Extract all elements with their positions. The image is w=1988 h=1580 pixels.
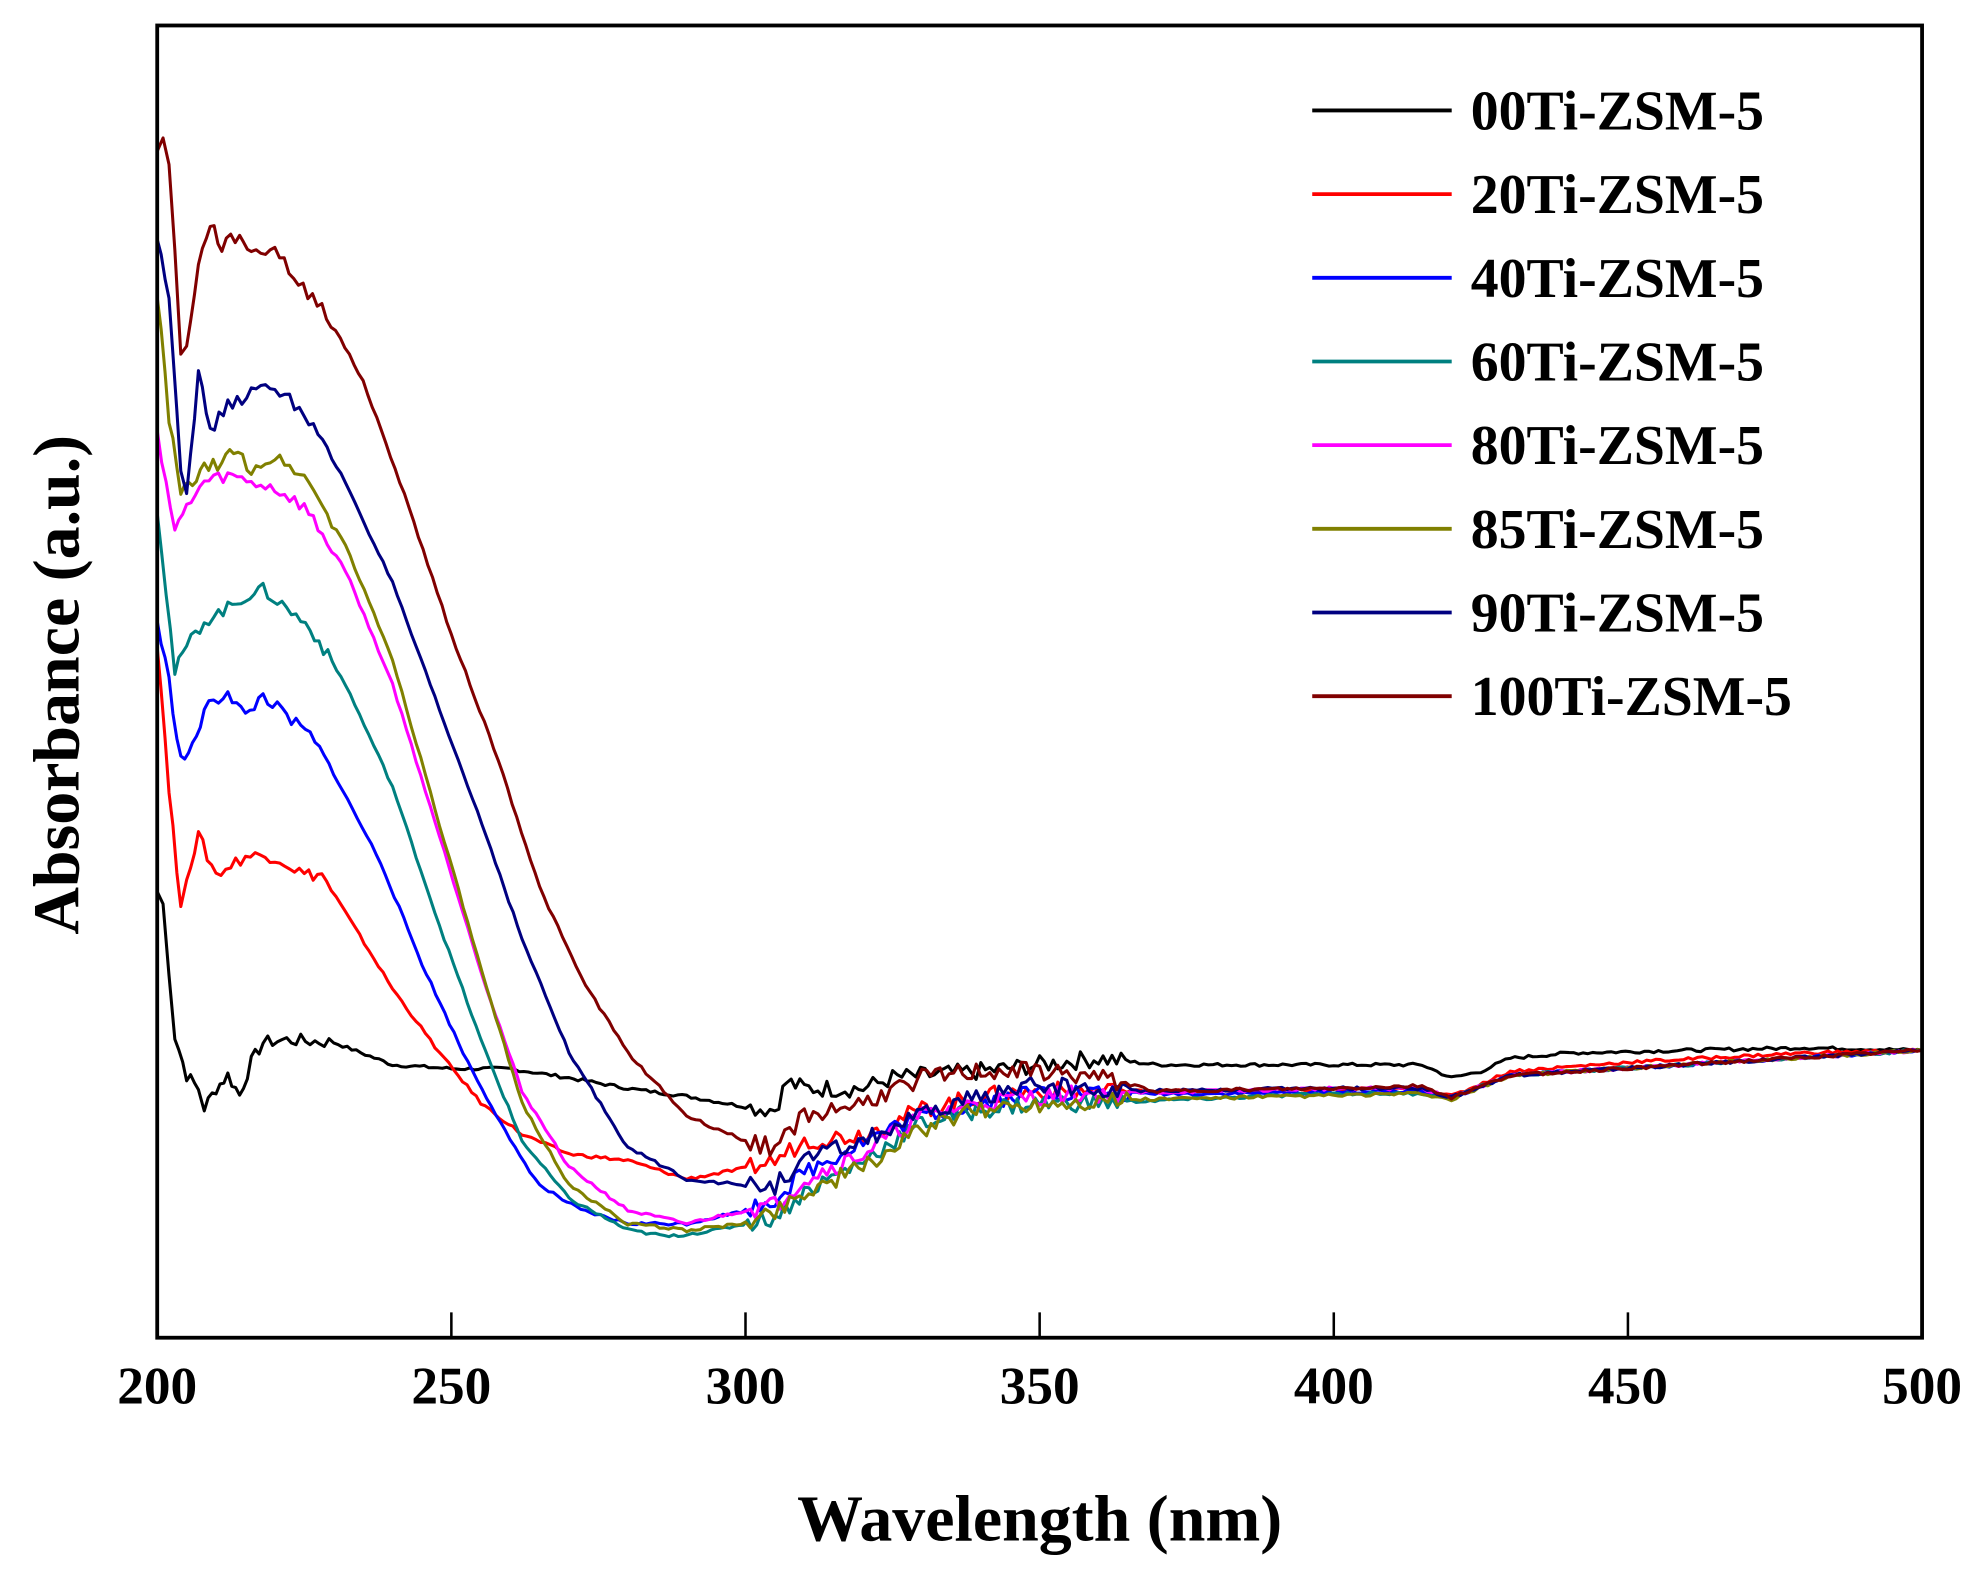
x-tick-label: 350 xyxy=(1000,1357,1080,1416)
legend-label: 100Ti-ZSM-5 xyxy=(1471,666,1792,728)
legend-label: 00Ti-ZSM-5 xyxy=(1471,80,1764,142)
x-tick-label: 500 xyxy=(1882,1357,1962,1416)
x-tick-label: 450 xyxy=(1588,1357,1668,1416)
x-tick-label: 200 xyxy=(117,1357,197,1416)
legend: 00Ti-ZSM-5 20Ti-ZSM-5 40Ti-ZSM-5 60Ti-ZSM-5… xyxy=(1312,80,1792,728)
x-tick-label: 250 xyxy=(411,1357,491,1416)
legend-item: 100Ti-ZSM-5 xyxy=(1312,666,1792,728)
legend-label: 40Ti-ZSM-5 xyxy=(1471,248,1764,310)
legend-item: 60Ti-ZSM-5 xyxy=(1312,331,1764,393)
series-layer xyxy=(155,136,1923,1239)
legend-label: 60Ti-ZSM-5 xyxy=(1471,331,1764,393)
legend-label: 20Ti-ZSM-5 xyxy=(1471,164,1764,226)
y-axis-label: Absorbance (a.u.) xyxy=(21,435,94,935)
legend-item: 80Ti-ZSM-5 xyxy=(1312,415,1764,477)
legend-label: 85Ti-ZSM-5 xyxy=(1471,499,1764,561)
x-axis-label: Wavelength (nm) xyxy=(797,1483,1282,1556)
x-axis-ticks: 200 250 300 350 400 450 500 xyxy=(117,1312,1962,1416)
legend-item: 85Ti-ZSM-5 xyxy=(1312,499,1764,561)
x-tick-label: 400 xyxy=(1294,1357,1374,1416)
legend-item: 90Ti-ZSM-5 xyxy=(1312,583,1764,645)
legend-item: 40Ti-ZSM-5 xyxy=(1312,248,1764,310)
series-line-00ti-zsm-5 xyxy=(155,891,1923,1118)
legend-item: 00Ti-ZSM-5 xyxy=(1312,80,1764,142)
legend-item: 20Ti-ZSM-5 xyxy=(1312,164,1764,226)
legend-label: 90Ti-ZSM-5 xyxy=(1471,583,1764,645)
legend-label: 80Ti-ZSM-5 xyxy=(1471,415,1764,477)
series-line-100ti-zsm-5 xyxy=(155,136,1923,1157)
x-tick-label: 300 xyxy=(706,1357,786,1416)
